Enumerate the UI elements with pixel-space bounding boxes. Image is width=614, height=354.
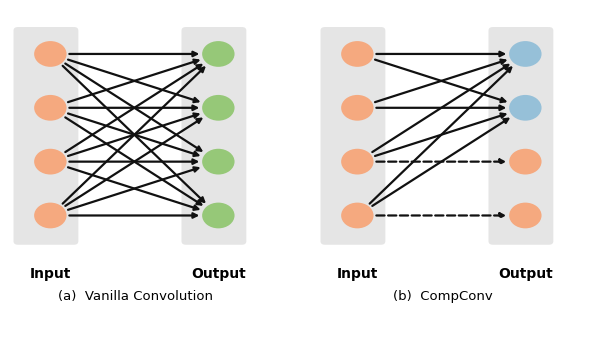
Circle shape (509, 95, 542, 121)
Circle shape (34, 202, 66, 228)
Circle shape (202, 41, 235, 67)
Circle shape (341, 202, 373, 228)
Circle shape (34, 149, 66, 175)
FancyBboxPatch shape (489, 27, 553, 245)
Text: Output: Output (191, 267, 246, 281)
Text: (a)  Vanilla Convolution: (a) Vanilla Convolution (58, 290, 213, 303)
FancyBboxPatch shape (182, 27, 246, 245)
Circle shape (341, 41, 373, 67)
FancyBboxPatch shape (321, 27, 386, 245)
Text: Input: Input (29, 267, 71, 281)
Circle shape (34, 41, 66, 67)
Circle shape (341, 95, 373, 121)
Circle shape (202, 95, 235, 121)
Circle shape (509, 202, 542, 228)
Text: Output: Output (498, 267, 553, 281)
Text: (b)  CompConv: (b) CompConv (393, 290, 492, 303)
FancyBboxPatch shape (14, 27, 79, 245)
Circle shape (202, 149, 235, 175)
Circle shape (509, 149, 542, 175)
Circle shape (34, 95, 66, 121)
Circle shape (202, 202, 235, 228)
Text: Input: Input (336, 267, 378, 281)
Circle shape (509, 41, 542, 67)
Circle shape (341, 149, 373, 175)
